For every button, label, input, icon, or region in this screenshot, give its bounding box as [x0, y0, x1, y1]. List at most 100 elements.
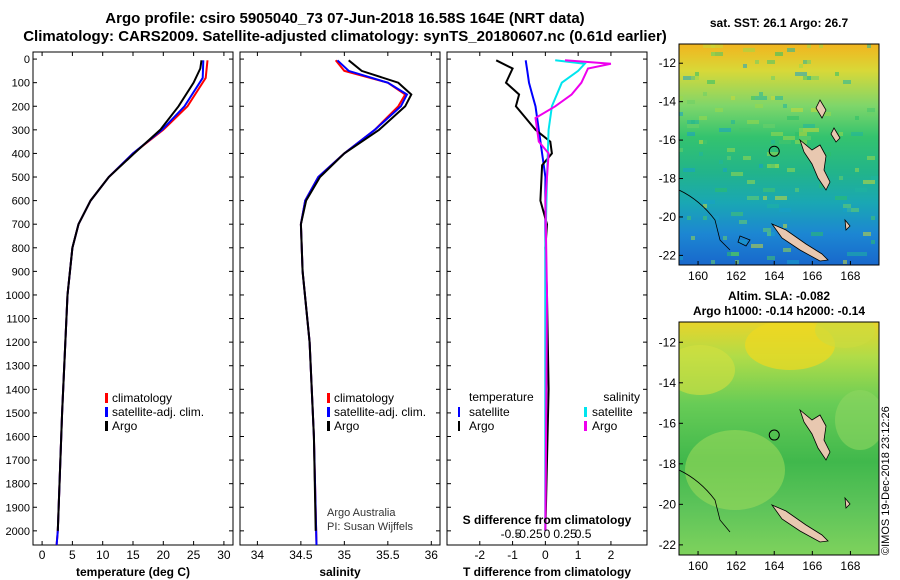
sst-pixel: [739, 240, 747, 244]
sst-pixel: [739, 220, 747, 224]
legend-swatch-temp-satellite: [458, 407, 460, 417]
sst-pixel: [767, 60, 775, 64]
sst-map: sat. SST: 26.1 Argo: 26.7 160 162 164 166 16…: [659, 16, 880, 283]
sst-pixel: [743, 64, 747, 68]
map-lat-label: -12: [659, 335, 677, 349]
map-lon-label: 162: [726, 269, 746, 283]
sst-pixel: [839, 132, 843, 136]
legend-swatch-argo: [327, 421, 330, 431]
sst-pixel: [751, 244, 763, 248]
series-line-argo: [56, 60, 203, 531]
legend-swatch-argo: [105, 421, 108, 431]
series-line-salinity-satellite: [544, 59, 587, 531]
sst-pixel: [823, 112, 831, 116]
depth-tick-label: 1500: [6, 408, 30, 420]
sla-high-patch: [815, 322, 875, 348]
difference-x-tick-label: 1: [575, 548, 582, 562]
island: [844, 496, 851, 509]
difference-x-tick-label: -2: [474, 548, 485, 562]
difference-x2label: S difference from climatology: [463, 513, 632, 527]
sst-map-title: sat. SST: 26.1 Argo: 26.7: [710, 16, 849, 30]
sst-pixel: [711, 216, 719, 220]
sst-pixel: [747, 180, 755, 184]
sst-pixel: [787, 116, 799, 120]
sst-pixel: [871, 176, 879, 180]
difference-x-tick-label: 2: [608, 548, 615, 562]
sst-pixel: [867, 112, 875, 116]
legend-label: satellite: [469, 405, 510, 419]
legend-label: satellite: [592, 405, 633, 419]
sst-pixel: [719, 160, 723, 164]
map-lon-label: 160: [688, 559, 708, 573]
map-lon-label: 162: [726, 559, 746, 573]
legend-label: Argo: [112, 419, 138, 433]
depth-tick-label: 500: [12, 172, 30, 184]
map-lat-label: -16: [659, 416, 677, 430]
sst-pixel: [803, 128, 807, 132]
salinity-x-tick-label: 36: [425, 548, 439, 562]
sst-pixel: [795, 72, 807, 76]
sst-pixel: [871, 216, 875, 220]
sst-pixel: [787, 168, 795, 172]
map-lon-label: 166: [802, 269, 822, 283]
sst-pixel: [843, 80, 851, 84]
sst-pixel: [855, 252, 867, 256]
depth-tick-label: 1800: [6, 479, 30, 491]
sst-pixel: [843, 204, 851, 208]
sst-pixel: [775, 52, 783, 56]
salinity-x-tick-label: 34: [251, 548, 265, 562]
sst-pixel: [823, 152, 831, 156]
depth-tick-label: 2000: [6, 526, 30, 538]
sst-map-frame: [678, 43, 880, 266]
sst-pixel: [819, 44, 823, 48]
legend-swatch-satellite: [105, 407, 108, 417]
sst-pixel: [687, 124, 699, 128]
sst-pixel: [743, 48, 755, 52]
sst-pixel: [703, 216, 707, 220]
salinity-xlabel: salinity: [319, 565, 361, 579]
sst-pixel: [707, 80, 715, 84]
sst-pixel: [795, 188, 799, 192]
sst-pixel: [703, 92, 707, 96]
sst-pixel: [727, 148, 735, 152]
new-caledonia-island: [770, 504, 829, 543]
sst-pixel: [783, 104, 787, 108]
series-line-temperature-argo: [495, 59, 553, 531]
sst-pixel: [783, 248, 791, 252]
sst-pixel: [839, 176, 843, 180]
sst-pixel: [767, 204, 779, 208]
salinity-axes-frame: [239, 51, 441, 546]
series-line-satellite-adj-clim-: [299, 59, 409, 546]
sst-pixel: [843, 260, 847, 264]
credit-line-1: Argo Australia: [327, 507, 396, 519]
depth-tick-label: 400: [12, 148, 30, 160]
sst-pixel: [715, 188, 727, 192]
sla-high-patch: [679, 345, 735, 395]
salinity-panel: 34 34.5 35 35.5 36 salinity climatology sate…: [239, 51, 441, 579]
sst-pixel: [755, 60, 759, 64]
depth-tick-label: 1400: [6, 384, 30, 396]
temperature-x-tick-label: 25: [187, 548, 201, 562]
sst-pixel: [691, 236, 695, 240]
difference-x2-tick-label: 0.25: [553, 527, 577, 541]
sst-pixel: [687, 100, 695, 104]
series-line-argo: [299, 59, 413, 531]
temperature-x-tick-label: 0: [39, 548, 46, 562]
sst-pixel: [763, 228, 771, 232]
vanuatu-island: [799, 138, 831, 191]
depth-tick-label: 1100: [6, 314, 30, 326]
sst-pixel: [703, 200, 715, 204]
island: [830, 127, 841, 143]
series-line-climatology: [55, 60, 209, 546]
sst-pixel: [691, 76, 699, 80]
sst-pixel: [763, 188, 775, 192]
temperature-x-tick-label: 20: [157, 548, 171, 562]
legend-label: Argo: [592, 419, 618, 433]
sst-pixel: [763, 124, 775, 128]
credit-line-2: PI: Susan Wijffels: [327, 521, 413, 533]
sst-pixel: [847, 208, 859, 212]
sst-pixel: [835, 196, 847, 200]
difference-x-tick-label: 0: [542, 548, 549, 562]
sst-pixel: [687, 216, 691, 220]
legend-swatch-sal-argo: [584, 421, 587, 431]
